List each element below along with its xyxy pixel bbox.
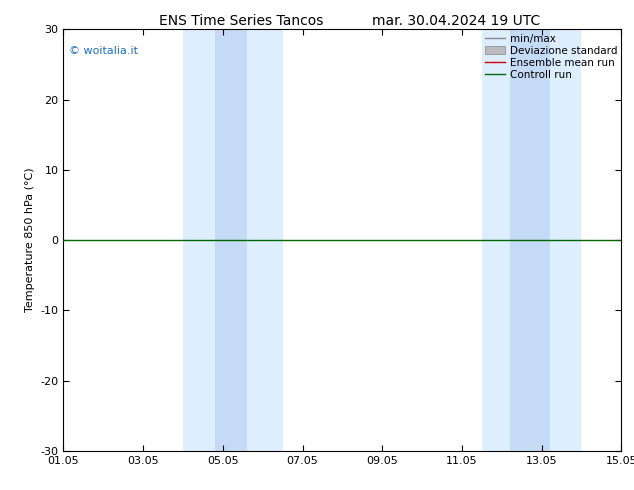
- Bar: [482, 29, 581, 451]
- Bar: [183, 29, 283, 451]
- Legend: min/max, Deviazione standard, Ensemble mean run, Controll run: min/max, Deviazione standard, Ensemble m…: [482, 31, 619, 82]
- Y-axis label: Temperature 850 hPa (°C): Temperature 850 hPa (°C): [25, 168, 35, 313]
- Bar: [510, 29, 550, 451]
- Text: ENS Time Series Tancos: ENS Time Series Tancos: [158, 14, 323, 28]
- Text: mar. 30.04.2024 19 UTC: mar. 30.04.2024 19 UTC: [372, 14, 541, 28]
- Text: © woitalia.it: © woitalia.it: [69, 46, 138, 56]
- Bar: [215, 29, 247, 451]
